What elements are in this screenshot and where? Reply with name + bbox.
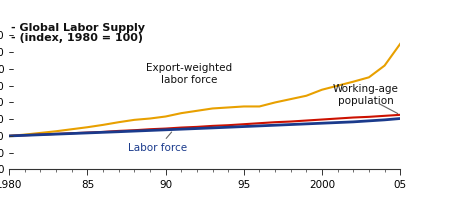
Text: - (index, 1980 = 100): - (index, 1980 = 100) — [11, 33, 143, 44]
Text: Labor force: Labor force — [128, 132, 187, 153]
Text: Export-weighted
labor force: Export-weighted labor force — [146, 63, 232, 85]
Text: - Global Labor Supply: - Global Labor Supply — [11, 23, 145, 33]
Text: Working-age
population: Working-age population — [332, 84, 398, 106]
